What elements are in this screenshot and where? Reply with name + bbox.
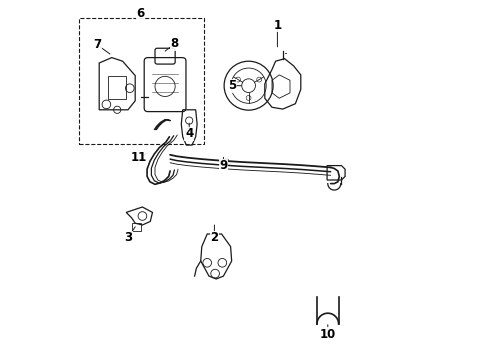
Text: 7: 7 xyxy=(93,39,101,51)
Text: 2: 2 xyxy=(210,231,219,244)
Text: 1: 1 xyxy=(273,19,281,32)
Text: 4: 4 xyxy=(185,127,194,140)
Text: 10: 10 xyxy=(319,328,336,341)
Text: 9: 9 xyxy=(220,159,227,172)
Text: 3: 3 xyxy=(124,231,132,244)
Text: 11: 11 xyxy=(131,151,147,164)
Text: 5: 5 xyxy=(228,79,237,92)
Text: 6: 6 xyxy=(137,7,145,20)
Text: 8: 8 xyxy=(171,37,179,50)
Bar xyxy=(79,18,204,144)
